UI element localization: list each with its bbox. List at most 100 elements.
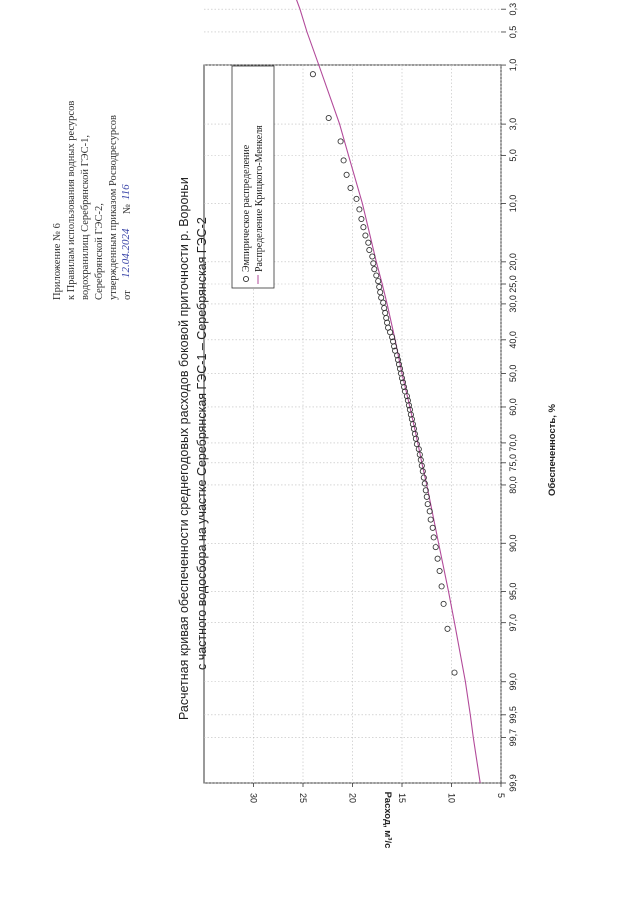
chart-title: Расчетная кривая обеспеченности среднего… — [177, 177, 191, 720]
empirical-point — [356, 206, 363, 213]
legend-marker-empirical — [242, 275, 250, 283]
empirical-point — [387, 329, 394, 336]
chart-subtitle: с частного водосбора на участке Серебрян… — [195, 217, 209, 670]
empirical-point — [365, 239, 372, 246]
x-tick-label: 99,5 — [508, 706, 518, 724]
empirical-point — [434, 555, 441, 562]
x-tick-label: 99,9 — [508, 774, 518, 792]
x-tick-label: 97,0 — [508, 614, 518, 632]
empirical-point — [436, 567, 443, 575]
header-block: Приложение № 6 к Правилам использования … — [52, 101, 133, 300]
empirical-point — [360, 224, 367, 231]
y-tick-label: 20 — [348, 793, 358, 803]
empirical-point — [418, 462, 425, 469]
header-line-2: к Правилам использования водных ресурсов — [66, 101, 77, 300]
empirical-point — [343, 171, 350, 178]
empirical-point — [366, 246, 373, 254]
empirical-point — [391, 343, 398, 350]
x-tick-label: 3,0 — [508, 118, 518, 131]
x-axis-title: Обеспеченность, % — [547, 403, 558, 495]
y-tick-label: 15 — [397, 793, 407, 803]
empirical-point — [337, 138, 344, 145]
x-tick-label: 99,7 — [508, 729, 518, 747]
empirical-point — [380, 299, 387, 306]
x-tick-label: 10,0 — [508, 195, 518, 213]
empirical-point — [377, 289, 384, 296]
empirical-point — [438, 583, 445, 590]
empirical-point — [399, 379, 407, 386]
x-tick-label: 30,0 — [508, 295, 518, 313]
empirical-point — [369, 253, 376, 260]
empirical-point — [415, 446, 422, 453]
title-block: Расчетная кривая обеспеченности среднего… — [177, 177, 209, 720]
empirical-point — [413, 441, 420, 448]
empirical-point — [325, 114, 332, 122]
empirical-point — [451, 669, 458, 676]
x-tick-label: 70,0 — [508, 434, 518, 452]
x-axis-ticks: 0,0010,010,030,050,10,30,51,03,05,010,02… — [501, 3, 518, 792]
x-tick-label: 0,5 — [508, 26, 518, 39]
x-tick-label: 25,0 — [508, 275, 518, 293]
x-tick-label: 1,0 — [508, 59, 518, 72]
empirical-point — [424, 501, 431, 508]
x-tick-label: 60,0 — [508, 398, 518, 416]
empirical-point — [429, 524, 436, 531]
empirical-point — [362, 232, 369, 239]
empirical-point — [394, 352, 401, 359]
empirical-point — [389, 334, 396, 341]
x-tick-label: 40,0 — [508, 331, 518, 349]
empirical-point — [398, 375, 406, 382]
empirical-point — [358, 215, 365, 223]
legend-box — [231, 65, 275, 289]
empirical-point — [381, 305, 388, 312]
empirical-point — [340, 157, 347, 164]
empirical-point — [423, 493, 430, 500]
x-tick-label: 20,0 — [508, 253, 518, 271]
x-tick-label: 99,0 — [508, 673, 518, 691]
empirical-point — [378, 294, 385, 301]
empirical-point — [440, 600, 447, 607]
header-line-6: от — [122, 290, 133, 300]
y-axis-title: Расход, м³/с — [382, 792, 393, 849]
empirical-point — [371, 266, 378, 273]
header-line-4: Серебрянской ГЭС-2, — [94, 203, 105, 300]
empirical-point — [422, 487, 429, 494]
handwritten-number: 116 — [120, 184, 132, 200]
x-tick-label: 5,0 — [508, 149, 518, 162]
legend-label-empirical: Эмпирическое распределение — [241, 144, 252, 272]
x-tick-label: 90,0 — [508, 534, 518, 552]
y-tick-label: 30 — [249, 793, 259, 803]
number-label: № — [122, 204, 133, 214]
y-tick-label: 5 — [496, 793, 506, 798]
header-line-1: Приложение № 6 — [52, 223, 63, 300]
empirical-point — [405, 402, 412, 409]
empirical-point — [407, 411, 414, 418]
header-line-5: утвержденным приказом Росводресурсов — [108, 115, 119, 300]
empirical-point — [376, 283, 383, 290]
empirical-point — [353, 195, 360, 202]
handwritten-date: 12.04.2024 — [120, 228, 132, 278]
empirical-point — [430, 534, 437, 541]
x-tick-label: 0,3 — [508, 3, 518, 16]
theoretical-curve-layer — [296, 0, 481, 784]
x-tick-label: 80,0 — [508, 476, 518, 494]
theoretical-curve — [296, 0, 481, 784]
empirical-point — [403, 393, 410, 400]
empirical-point — [444, 625, 451, 632]
empirical-point — [394, 356, 402, 363]
empirical-point — [419, 468, 426, 475]
y-tick-label: 25 — [298, 793, 308, 803]
empirical-point — [347, 184, 354, 192]
empirical-points-layer — [309, 71, 458, 676]
legend-label-theoretical: Распределение Крицкого-Менкеля — [254, 125, 265, 272]
empirical-point — [427, 516, 434, 523]
empirical-point — [370, 260, 377, 267]
x-tick-label: 50,0 — [508, 365, 518, 383]
empirical-point — [432, 544, 439, 551]
x-tick-label: 75,0 — [508, 454, 518, 472]
legend: Эмпирическое распределение Распределение… — [231, 65, 275, 289]
empirical-point — [309, 71, 316, 78]
empirical-point — [426, 508, 433, 515]
empirical-point — [395, 361, 403, 368]
x-tick-label: 95,0 — [508, 583, 518, 601]
